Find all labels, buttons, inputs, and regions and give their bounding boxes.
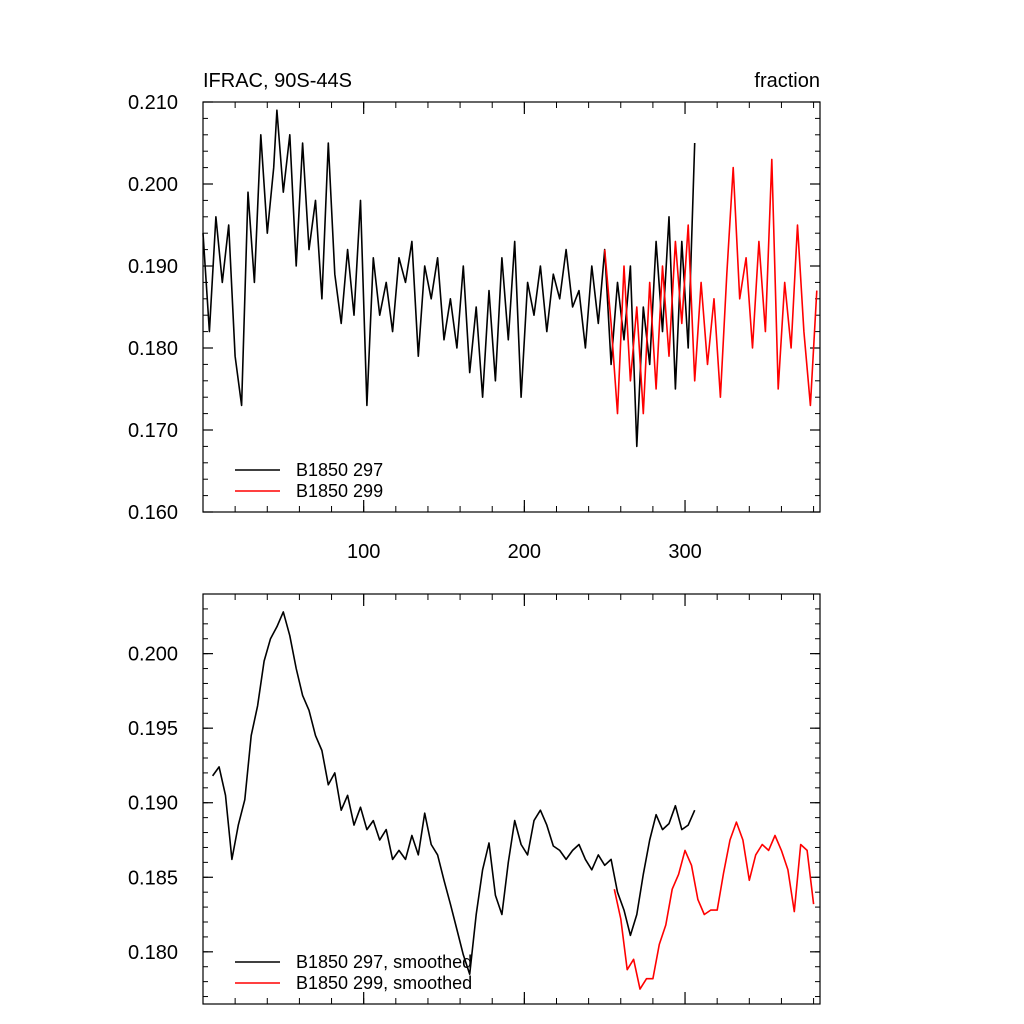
top-x-tick-label: 200	[508, 541, 541, 563]
top-y-tick-label: 0.180	[128, 338, 178, 360]
legend-label-b1850-299: B1850 299	[296, 481, 383, 501]
top-panel: IFRAC, 90S-44S fraction 0.1600.1700.1800…	[128, 70, 821, 563]
bottom-series-lines	[211, 611, 815, 990]
top-y-tick-label: 0.170	[128, 420, 178, 442]
bottom-y-tick-label: 0.190	[128, 793, 178, 815]
top-y-tick-label: 0.160	[128, 502, 178, 524]
bottom-axis-ticks: 0.180 0.185 0.190 0.195 0.200	[128, 593, 820, 1004]
bottom-y-tick-label: 0.200	[128, 644, 178, 666]
bottom-plot-frame	[202, 593, 821, 1005]
top-legend: B1850 297 B1850 299	[235, 460, 383, 501]
top-y-tick-label: 0.210	[128, 92, 178, 114]
top-axis-ticks: 0.160 0.170 0.180 0.190 0.200 0.210 100 200 300	[128, 92, 820, 563]
top-x-tick-label: 300	[668, 541, 701, 563]
top-series-lines	[202, 109, 818, 448]
top-x-tick-label: 100	[347, 541, 380, 563]
series-line-b1850-299	[603, 158, 818, 415]
bottom-y-tick-label: 0.185	[128, 867, 178, 889]
top-y-tick-label: 0.200	[128, 174, 178, 196]
bottom-y-tick-label: 0.195	[128, 718, 178, 740]
bottom-y-tick-label: 0.180	[128, 942, 178, 964]
bottom-panel: 0.180 0.185 0.190 0.195 0.200 B1850 297, smo…	[128, 593, 821, 1005]
legend-label-b1850-297: B1850 297	[296, 460, 383, 480]
top-y-tick-label: 0.190	[128, 256, 178, 278]
bottom-legend: B1850 297, smoothed B1850 299, smoothed	[235, 952, 472, 993]
legend-label-b1850-297-smoothed: B1850 297, smoothed	[296, 952, 472, 972]
top-plot-frame	[202, 101, 821, 513]
chart-title-right: fraction	[754, 70, 820, 92]
chart-title-left: IFRAC, 90S-44S	[203, 70, 352, 92]
legend-label-b1850-299-smoothed: B1850 299, smoothed	[296, 973, 472, 993]
series-line-b1850-297	[202, 109, 696, 448]
series-line-b1850-299-smoothed	[613, 821, 815, 990]
series-line-b1850-297-smoothed	[211, 611, 696, 976]
